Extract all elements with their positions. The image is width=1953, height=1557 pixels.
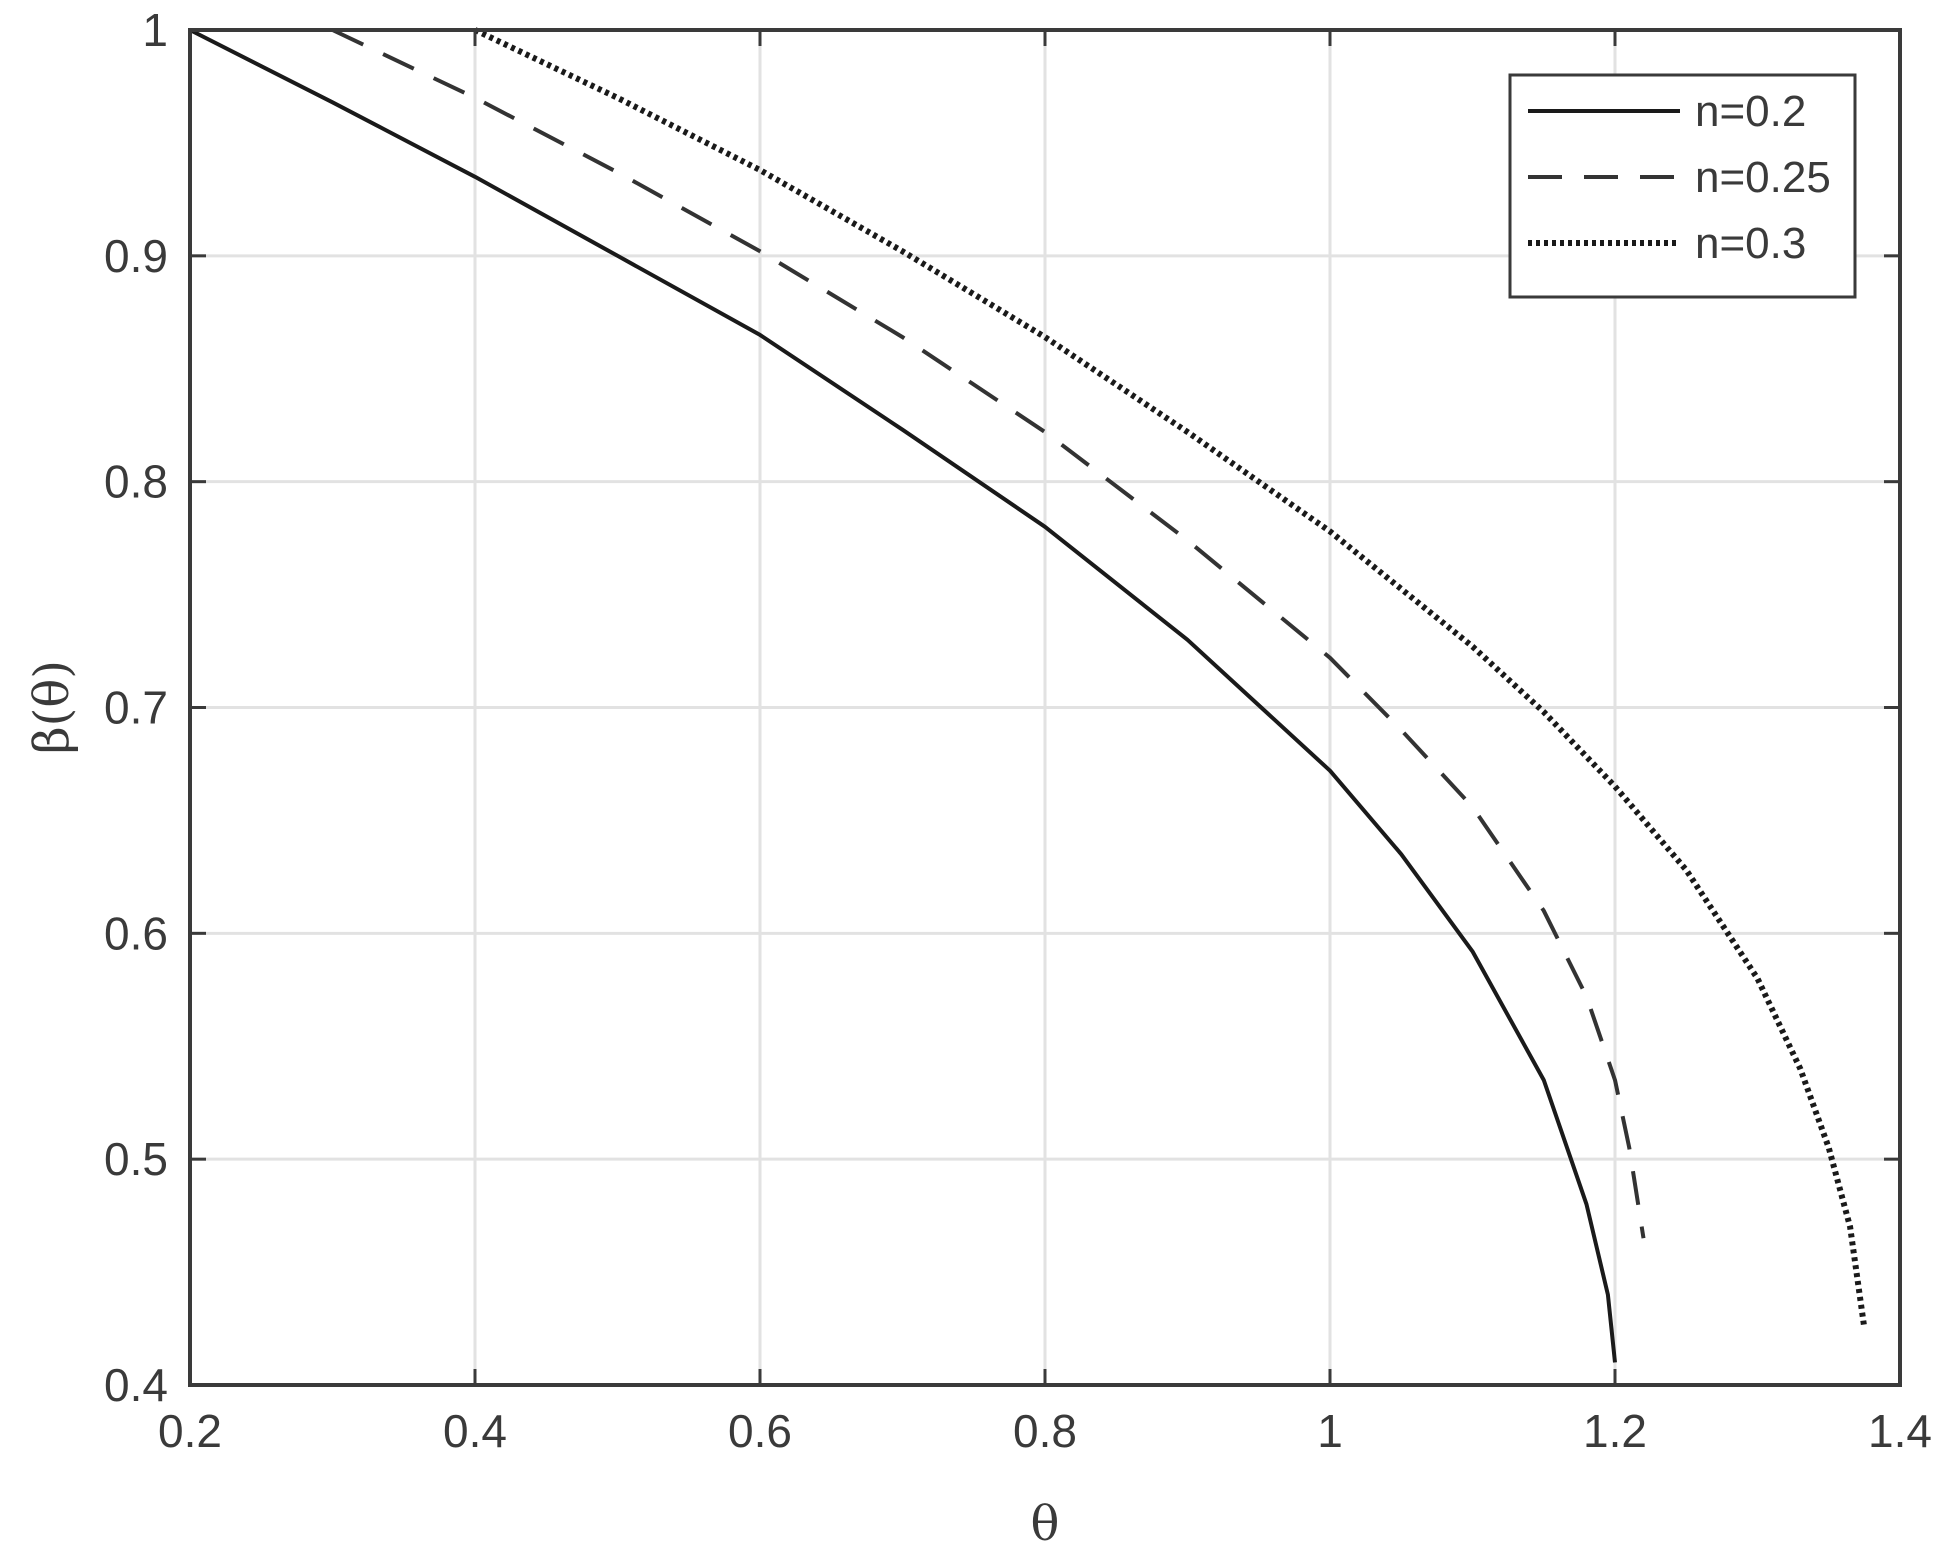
x-tick-label: 1.4 (1868, 1405, 1932, 1457)
x-tick-label: 1.2 (1583, 1405, 1647, 1457)
y-tick-labels: 0.4 0.5 0.6 0.7 0.8 0.9 1 (104, 4, 168, 1411)
y-tick-label: 0.8 (104, 456, 168, 508)
series-line-2 (331, 28, 1646, 1239)
legend: n=0.2 n=0.25 n=0.3 (1508, 73, 1857, 299)
series-lines (189, 27, 1868, 1363)
x-tick-labels: 0.2 0.4 0.6 0.8 1 1.2 1.4 (158, 1405, 1932, 1457)
axis-ticks (188, 28, 1902, 1387)
y-tick-label: 0.5 (104, 1133, 168, 1185)
y-tick-label: 0.6 (104, 907, 168, 959)
legend-label-2: n=0.25 (1695, 153, 1831, 202)
x-tick-label: 0.2 (158, 1405, 222, 1457)
x-tick-label: 0.6 (728, 1405, 792, 1457)
x-tick-label: 1 (1317, 1405, 1343, 1457)
x-tick-label: 0.8 (1013, 1405, 1077, 1457)
y-tick-label: 0.7 (104, 682, 168, 734)
x-axis-label: θ (1031, 1496, 1060, 1552)
x-tick-label: 0.4 (443, 1405, 507, 1457)
legend-label-3: n=0.3 (1695, 219, 1806, 268)
y-tick-label: 0.9 (104, 230, 168, 282)
y-axis-label: β(θ) (24, 660, 80, 754)
series-line-1 (189, 28, 1617, 1363)
y-tick-label: 1 (142, 4, 168, 56)
y-tick-label: 0.4 (104, 1359, 168, 1411)
legend-label-1: n=0.2 (1695, 87, 1806, 136)
series-line-3 (473, 27, 1868, 1329)
